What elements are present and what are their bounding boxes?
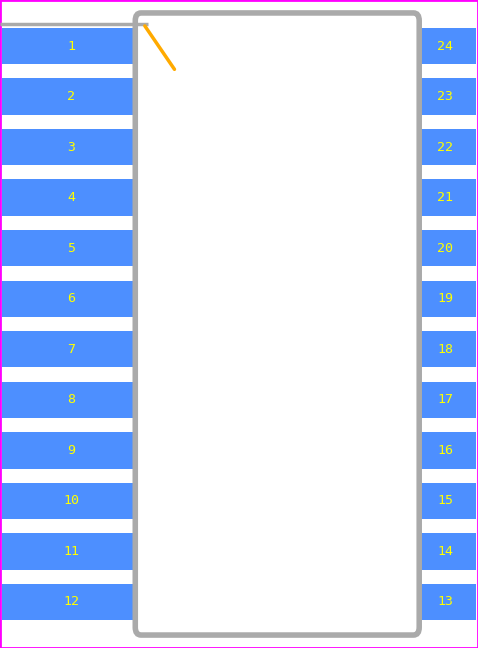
Bar — [415, 533, 476, 570]
Bar — [2, 432, 140, 469]
Text: 12: 12 — [63, 596, 79, 608]
Bar — [2, 382, 140, 418]
Bar — [415, 28, 476, 64]
Text: 3: 3 — [67, 141, 75, 154]
FancyBboxPatch shape — [135, 13, 419, 635]
Text: 6: 6 — [67, 292, 75, 305]
Bar — [415, 281, 476, 317]
Bar — [2, 129, 140, 165]
Text: 1: 1 — [67, 40, 75, 52]
Bar — [415, 584, 476, 620]
Bar — [415, 331, 476, 367]
Text: 11: 11 — [63, 545, 79, 558]
Text: 8: 8 — [67, 393, 75, 406]
Bar — [2, 78, 140, 115]
Text: 13: 13 — [437, 596, 453, 608]
Bar — [2, 281, 140, 317]
Bar — [2, 28, 140, 64]
Bar — [415, 382, 476, 418]
Bar — [415, 230, 476, 266]
Text: 2: 2 — [67, 90, 75, 103]
Text: 17: 17 — [437, 393, 453, 406]
Text: 18: 18 — [437, 343, 453, 356]
Bar — [2, 584, 140, 620]
Bar — [415, 483, 476, 519]
Text: 7: 7 — [67, 343, 75, 356]
Text: 23: 23 — [437, 90, 453, 103]
Bar — [415, 129, 476, 165]
Text: 4: 4 — [67, 191, 75, 204]
Text: 5: 5 — [67, 242, 75, 255]
Text: 14: 14 — [437, 545, 453, 558]
Text: 15: 15 — [437, 494, 453, 507]
Text: 20: 20 — [437, 242, 453, 255]
Text: 10: 10 — [63, 494, 79, 507]
Bar — [415, 78, 476, 115]
Bar — [2, 483, 140, 519]
Bar — [2, 230, 140, 266]
Bar — [2, 533, 140, 570]
Bar — [415, 179, 476, 216]
Text: 16: 16 — [437, 444, 453, 457]
Bar — [415, 432, 476, 469]
Text: 9: 9 — [67, 444, 75, 457]
Text: 19: 19 — [437, 292, 453, 305]
Bar — [2, 179, 140, 216]
Text: 22: 22 — [437, 141, 453, 154]
Text: 21: 21 — [437, 191, 453, 204]
Text: 24: 24 — [437, 40, 453, 52]
Bar — [2, 331, 140, 367]
